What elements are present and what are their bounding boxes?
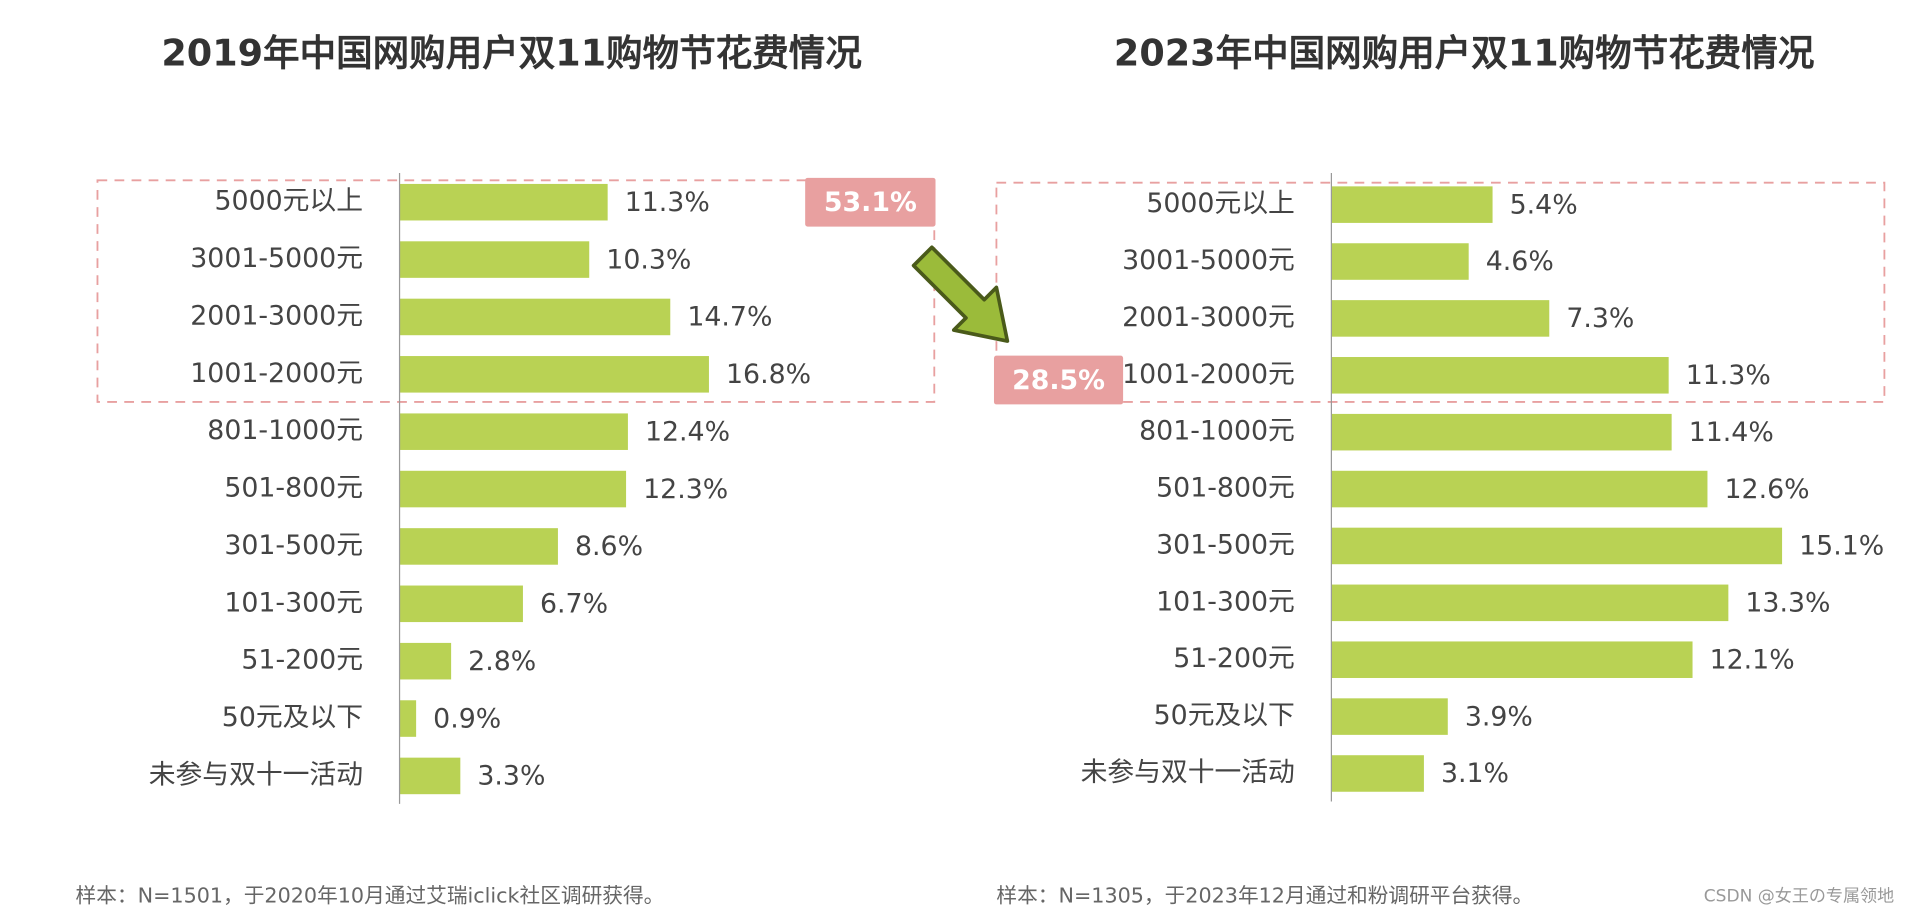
value-label: 6.7% [540, 589, 608, 620]
bar [1331, 413, 1672, 451]
category-label: 2001-3000元 [190, 300, 363, 331]
category-label: 301-500元 [1156, 529, 1295, 560]
annotation: 28.5% [1012, 365, 1105, 396]
category-label: 101-300元 [224, 587, 363, 618]
category-label: 未参与双十一活动 [1081, 757, 1295, 788]
bar [1331, 755, 1424, 792]
bar [399, 298, 671, 336]
bar [399, 700, 417, 737]
chart-title: 2023年中国网购用户双11购物节花费情况 [1114, 31, 1814, 74]
bar [399, 642, 452, 680]
value-label: 2.8% [468, 646, 536, 677]
value-label: 3.3% [477, 761, 545, 792]
highlight-box [96, 179, 936, 403]
annotation-box [993, 355, 1124, 405]
category-label: 801-1000元 [207, 415, 363, 446]
category-label: 50元及以下 [1154, 700, 1295, 731]
value-label: 8.6% [575, 531, 643, 562]
category-label: 1001-2000元 [1122, 359, 1295, 390]
footnote: 样本：N=1501，于2020年10月通过艾瑞iclick社区调研获得。 [76, 884, 665, 908]
value-label: 16.8% [726, 359, 811, 390]
bar [1331, 527, 1783, 565]
bar [399, 757, 461, 795]
category-label: 101-300元 [1156, 586, 1295, 617]
category-label: 5000元以上 [1146, 188, 1295, 219]
value-label: 3.1% [1441, 758, 1509, 789]
footnote: 样本：N=1305，于2023年12月通过和粉调研平台获得。 [996, 884, 1533, 908]
bar [1331, 641, 1693, 678]
value-label: 5.4% [1510, 189, 1578, 220]
bar [399, 413, 628, 450]
category-label: 5000元以上 [214, 186, 363, 217]
bar [1331, 243, 1469, 280]
value-label: 4.6% [1486, 246, 1554, 277]
bar [1331, 300, 1550, 337]
bar [1331, 186, 1493, 223]
category-label: 50元及以下 [222, 702, 363, 733]
bar [1331, 584, 1729, 622]
value-label: 3.9% [1465, 701, 1533, 732]
value-label: 15.1% [1799, 531, 1884, 562]
arrow [911, 245, 1010, 343]
bar [399, 356, 709, 393]
category-label: 3001-5000元 [190, 243, 363, 274]
value-label: 14.7% [687, 302, 772, 333]
category-label: 未参与双十一活动 [149, 759, 363, 790]
value-label: 7.3% [1566, 303, 1634, 334]
category-label: 2001-3000元 [1122, 302, 1295, 333]
watermark: CSDN @女王の专属领地 [1704, 887, 1894, 907]
value-label: 12.6% [1725, 474, 1810, 505]
value-label: 12.1% [1710, 644, 1795, 675]
value-label: 12.3% [643, 474, 728, 505]
value-label: 11.3% [1686, 360, 1771, 391]
annotation-box [805, 177, 936, 227]
annotation: 53.1% [824, 187, 917, 218]
value-label: 0.9% [433, 703, 501, 734]
bar [399, 183, 608, 221]
category-label: 3001-5000元 [1122, 245, 1295, 276]
bar [1331, 698, 1448, 735]
category-label: 51-200元 [1173, 643, 1295, 674]
bar [399, 528, 558, 565]
value-label: 12.4% [645, 416, 730, 447]
value-label: 13.3% [1745, 588, 1830, 619]
chart-title: 2019年中国网购用户双11购物节花费情况 [161, 31, 861, 74]
category-label: 501-800元 [1156, 473, 1295, 504]
value-label: 11.3% [625, 187, 710, 218]
category-label: 801-1000元 [1139, 416, 1295, 447]
category-label: 51-200元 [241, 645, 363, 676]
value-label: 11.4% [1689, 417, 1774, 448]
bar [1331, 357, 1669, 394]
bar [399, 470, 627, 508]
category-label: 301-500元 [224, 530, 363, 561]
category-label: 501-800元 [224, 473, 363, 504]
value-label: 10.3% [606, 244, 691, 275]
category-label: 1001-2000元 [190, 358, 363, 389]
bar [1331, 470, 1708, 508]
bar [399, 585, 523, 623]
bar [399, 241, 590, 278]
